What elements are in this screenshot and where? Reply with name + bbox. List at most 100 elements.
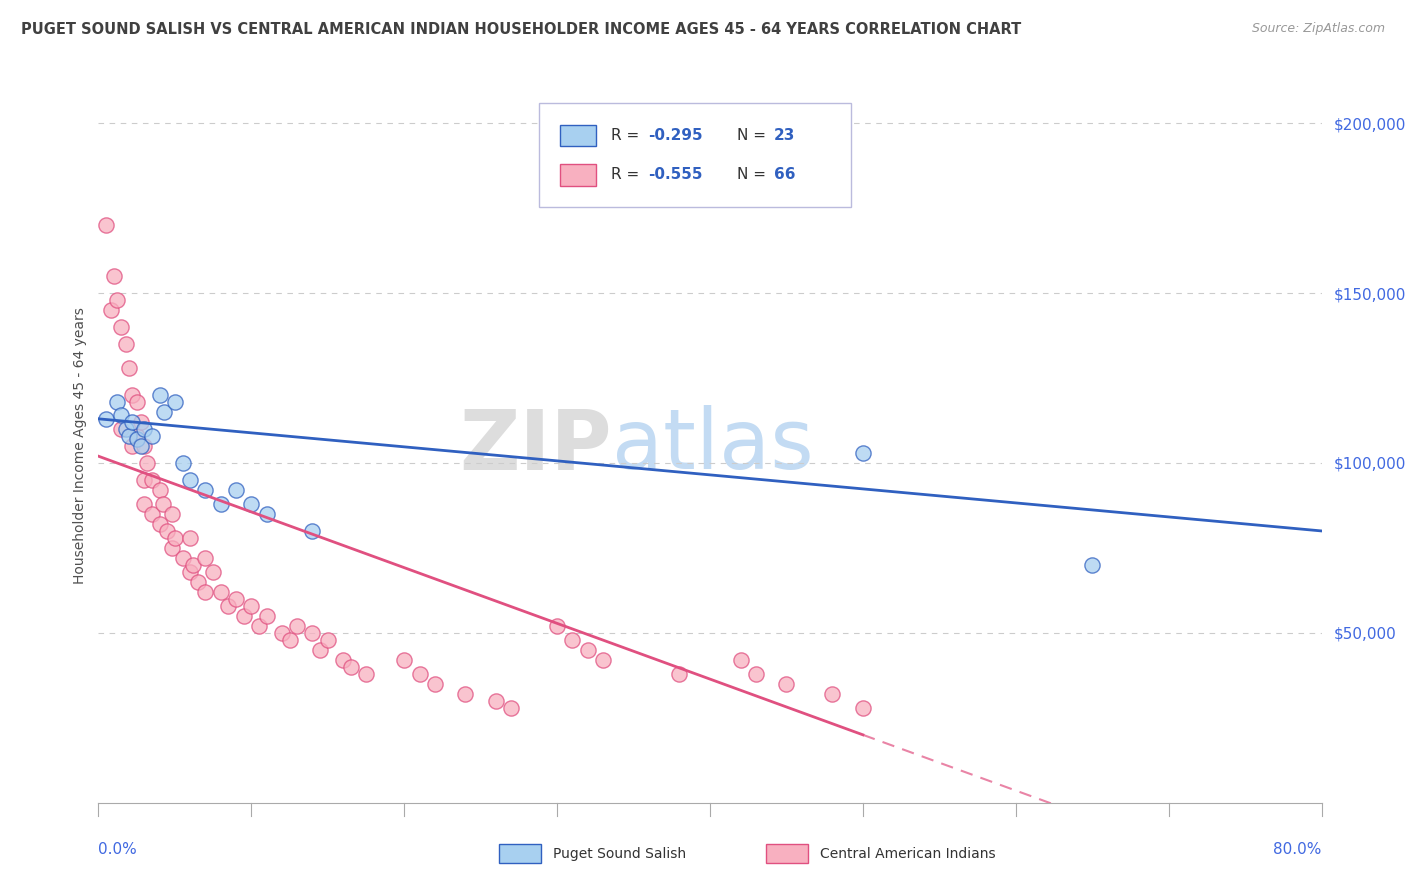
Text: -0.555: -0.555 — [648, 168, 702, 182]
Text: N =: N = — [737, 128, 770, 143]
Point — [163, 394, 186, 409]
Point — [100, 303, 122, 318]
Point — [129, 439, 152, 453]
Point — [103, 269, 125, 284]
Point — [546, 619, 568, 633]
Point — [163, 531, 186, 545]
Point — [136, 456, 159, 470]
Point — [301, 524, 323, 538]
Point — [209, 585, 232, 599]
Point — [156, 524, 179, 538]
Point — [134, 439, 156, 453]
Point — [121, 388, 143, 402]
Point — [118, 429, 141, 443]
Point — [172, 456, 194, 470]
Point — [115, 422, 138, 436]
Point — [110, 409, 132, 423]
Point — [316, 632, 339, 647]
Point — [94, 218, 117, 232]
Point — [278, 632, 301, 647]
Point — [141, 507, 163, 521]
FancyBboxPatch shape — [560, 164, 596, 186]
Point — [225, 591, 247, 606]
Text: Central American Indians: Central American Indians — [820, 847, 995, 861]
Point — [592, 653, 614, 667]
Text: R =: R = — [612, 168, 644, 182]
Text: Puget Sound Salish: Puget Sound Salish — [553, 847, 686, 861]
Point — [270, 626, 292, 640]
Point — [134, 422, 156, 436]
Point — [118, 360, 141, 375]
Point — [125, 432, 148, 446]
Point — [141, 473, 163, 487]
Point — [852, 446, 875, 460]
Point — [149, 517, 172, 532]
Point — [179, 531, 201, 545]
Point — [821, 687, 844, 701]
Point — [217, 599, 239, 613]
Point — [339, 660, 361, 674]
Point — [202, 565, 225, 579]
Point — [240, 599, 263, 613]
Text: atlas: atlas — [612, 406, 814, 486]
Point — [181, 558, 204, 572]
Point — [105, 394, 128, 409]
Point — [775, 677, 797, 691]
Point — [121, 439, 143, 453]
Point — [110, 320, 132, 334]
Text: 0.0%: 0.0% — [98, 842, 138, 857]
Text: 66: 66 — [773, 168, 796, 182]
Y-axis label: Householder Income Ages 45 - 64 years: Householder Income Ages 45 - 64 years — [73, 308, 87, 584]
Point — [423, 677, 446, 691]
Point — [561, 632, 583, 647]
Point — [256, 608, 278, 623]
Point — [730, 653, 752, 667]
Point — [485, 694, 508, 708]
Text: 80.0%: 80.0% — [1274, 842, 1322, 857]
Point — [309, 643, 332, 657]
Point — [247, 619, 270, 633]
Point — [392, 653, 416, 667]
Point — [125, 429, 148, 443]
Point — [408, 666, 430, 681]
Point — [194, 551, 217, 566]
Text: N =: N = — [737, 168, 770, 182]
Text: ZIP: ZIP — [460, 406, 612, 486]
Point — [194, 483, 217, 498]
Point — [852, 700, 875, 714]
Point — [285, 619, 308, 633]
Text: PUGET SOUND SALISH VS CENTRAL AMERICAN INDIAN HOUSEHOLDER INCOME AGES 45 - 64 YE: PUGET SOUND SALISH VS CENTRAL AMERICAN I… — [21, 22, 1021, 37]
Point — [149, 388, 172, 402]
Point — [1081, 558, 1104, 572]
Point — [576, 643, 599, 657]
Text: -0.295: -0.295 — [648, 128, 702, 143]
Point — [179, 473, 201, 487]
Point — [152, 497, 174, 511]
Point — [153, 405, 176, 419]
Text: 23: 23 — [773, 128, 794, 143]
Point — [134, 497, 156, 511]
Point — [160, 507, 183, 521]
Point — [172, 551, 194, 566]
Point — [354, 666, 377, 681]
Point — [668, 666, 690, 681]
Point — [501, 700, 523, 714]
Text: Source: ZipAtlas.com: Source: ZipAtlas.com — [1251, 22, 1385, 36]
Point — [256, 507, 278, 521]
FancyBboxPatch shape — [538, 103, 851, 207]
Point — [179, 565, 201, 579]
Point — [149, 483, 172, 498]
Point — [301, 626, 323, 640]
Point — [94, 412, 117, 426]
Text: R =: R = — [612, 128, 644, 143]
Point — [332, 653, 354, 667]
Point — [454, 687, 477, 701]
Point — [240, 497, 263, 511]
Point — [121, 415, 143, 429]
Point — [141, 429, 163, 443]
Point — [232, 608, 254, 623]
Point — [115, 337, 138, 351]
Point — [225, 483, 247, 498]
Point — [134, 473, 156, 487]
FancyBboxPatch shape — [560, 125, 596, 146]
